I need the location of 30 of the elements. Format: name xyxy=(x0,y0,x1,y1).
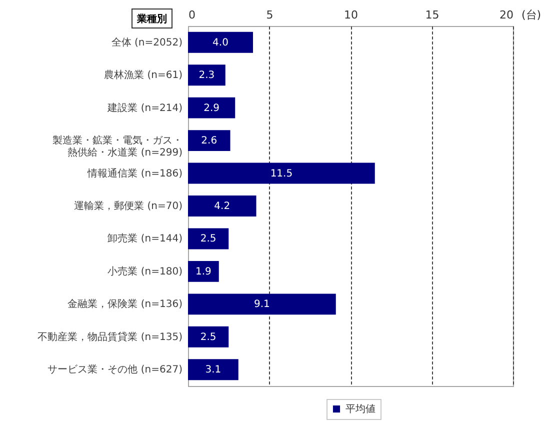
data-label: 3.1 xyxy=(205,364,222,376)
x-tick-label: 5 xyxy=(266,8,274,22)
data-label: 2.5 xyxy=(200,234,216,245)
data-label: 2.9 xyxy=(204,102,220,114)
data-label: 1.9 xyxy=(195,266,212,278)
data-label: 2.3 xyxy=(198,70,215,82)
y-tick-label: 農林漁業 (n=61) xyxy=(104,69,183,82)
y-tick-label: 不動産業，物品賃貸業 (n=135) xyxy=(38,330,183,343)
y-tick-label: 情報通信業 (n=186) xyxy=(86,167,183,180)
data-label: 9.1 xyxy=(254,299,270,310)
y-tick-label: 全体 (n=2052) xyxy=(111,36,183,48)
y-tick-label: 建設業 (n=214) xyxy=(106,102,183,114)
y-tick-label: 卸売業 (n=144) xyxy=(108,232,183,245)
y-tick-label: サービス業・その他 (n=627) xyxy=(48,364,183,376)
data-label: 2.5 xyxy=(200,332,216,343)
legend-label: 平均値 xyxy=(346,403,376,415)
x-axis-title: (台) xyxy=(522,8,542,22)
x-tick-label: 20 xyxy=(500,8,514,22)
y-tick-label: 製造業・鉱業・電気・ガス・熱供給・水道業 (n=299) xyxy=(52,134,183,159)
x-tick-label: 15 xyxy=(425,8,440,22)
y-tick-label: 小売業 (n=180) xyxy=(108,265,183,278)
data-label: 2.6 xyxy=(201,136,218,147)
x-tick-label: 0 xyxy=(188,8,196,22)
y-tick-label: 運輸業，郵便業 (n=70) xyxy=(74,200,183,212)
data-label: 4.0 xyxy=(212,37,228,48)
x-tick-label: 10 xyxy=(344,8,358,22)
y-axis-title: 業種別 xyxy=(136,13,167,25)
data-label: 4.2 xyxy=(214,201,230,212)
y-tick-label: 金融業，保険業 (n=136) xyxy=(68,298,183,310)
data-label: 11.5 xyxy=(270,168,293,180)
